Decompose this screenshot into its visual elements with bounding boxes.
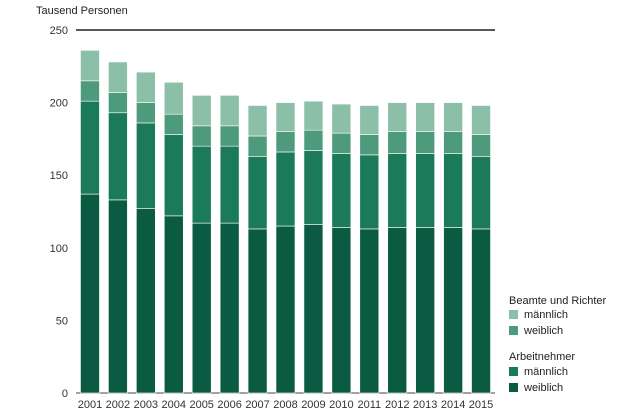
legend-swatch (509, 367, 518, 376)
legend-label: weiblich (523, 325, 563, 337)
x-tick-label: 2002 (106, 399, 130, 411)
bar-segment (108, 112, 128, 201)
bar-segment (415, 131, 435, 154)
x-tick-label: 2008 (273, 399, 297, 411)
bar-segment (191, 222, 212, 394)
x-tick-label: 2014 (441, 399, 465, 411)
bar-segment (247, 105, 268, 137)
x-tick-label: 2013 (413, 399, 437, 411)
x-tick-label: 2001 (78, 399, 102, 411)
bar-segment (331, 153, 352, 228)
y-tick-label: 150 (50, 170, 68, 182)
bar-segment (471, 134, 491, 157)
bar-segment (275, 131, 296, 153)
bar-segment (387, 131, 408, 154)
bar-segment (415, 102, 435, 132)
bar-segment (108, 61, 128, 93)
legend-swatch (509, 310, 518, 319)
bar-segment (415, 153, 435, 228)
bar-segment (247, 156, 268, 230)
bar-segment (163, 113, 184, 135)
y-axis-label: Tausend Personen (36, 5, 128, 17)
bar-segment (275, 102, 296, 132)
bar-segment (415, 227, 435, 394)
x-tick-label: 2006 (217, 399, 241, 411)
legend: Beamte und Richter männlich weiblich Arbeit… (509, 295, 607, 394)
legend-swatch (509, 383, 518, 392)
bar-segment (136, 102, 156, 124)
x-tick-label: 2011 (357, 399, 381, 411)
bar-segment (163, 81, 184, 115)
bar-segment (471, 105, 491, 135)
bar-segment (80, 193, 100, 394)
bar-segment (191, 125, 212, 147)
y-tick-label: 0 (62, 388, 68, 400)
bar-segment (359, 134, 380, 156)
x-tick-label: 2015 (469, 399, 493, 411)
bar-segment (136, 71, 156, 103)
bar-segment (163, 134, 184, 217)
x-tick-label: 2010 (329, 399, 353, 411)
bar-segment (247, 135, 268, 157)
legend-label: männlich (524, 309, 568, 321)
x-axis: 2001 2002 2003 2004 2005 2006 2007 2008 2009 2010… (78, 399, 494, 411)
bar-segment (471, 156, 491, 230)
bar-segment (275, 151, 296, 227)
bar-segment (191, 95, 212, 127)
bar-segment (387, 227, 408, 394)
bar-segment (303, 129, 324, 151)
legend-swatch (509, 326, 518, 335)
bar-segment (359, 154, 380, 230)
x-tick-label: 2007 (245, 399, 269, 411)
bar-segment (303, 150, 324, 225)
x-tick-label: 2012 (385, 399, 409, 411)
bars (80, 50, 491, 394)
bar-segment (219, 145, 240, 224)
legend-label: männlich (524, 366, 568, 378)
y-tick-label: 50 (56, 315, 68, 327)
bar-segment (331, 132, 352, 154)
bar-segment (443, 131, 463, 154)
bar-segment (443, 102, 463, 132)
y-tick-label: 250 (50, 25, 68, 37)
bar-segment (471, 228, 491, 394)
y-tick-label: 100 (50, 243, 68, 255)
legend-group-title: Arbeitnehmer (509, 351, 575, 363)
bar-segment (359, 105, 380, 135)
bar-segment (136, 122, 156, 209)
legend-label: weiblich (523, 382, 563, 394)
bar-segment (247, 228, 268, 394)
bar-segment (331, 227, 352, 394)
bar-segment (219, 222, 240, 394)
bar-segment (136, 208, 156, 394)
x-tick-label: 2003 (134, 399, 158, 411)
bar-segment (387, 102, 408, 132)
bar-segment (191, 145, 212, 224)
bar-segment (219, 95, 240, 127)
legend-group-title: Beamte und Richter (509, 295, 607, 307)
bar-segment (108, 92, 128, 114)
bar-segment (443, 227, 463, 394)
bar-segment (108, 199, 128, 394)
bar-segment (303, 224, 324, 394)
bar-segment (303, 100, 324, 131)
bar-segment (80, 50, 100, 82)
bar-segment (275, 225, 296, 394)
bar-segment (163, 215, 184, 394)
bar-segment (219, 125, 240, 147)
x-tick-label: 2009 (301, 399, 325, 411)
y-tick-label: 200 (50, 98, 68, 110)
bar-segment (80, 100, 100, 195)
bar-segment (359, 228, 380, 394)
x-tick-label: 2005 (189, 399, 213, 411)
bar-segment (331, 103, 352, 134)
bar-segment (80, 80, 100, 102)
x-tick-label: 2004 (162, 399, 186, 411)
bar-segment (387, 153, 408, 228)
bar-segment (443, 153, 463, 228)
